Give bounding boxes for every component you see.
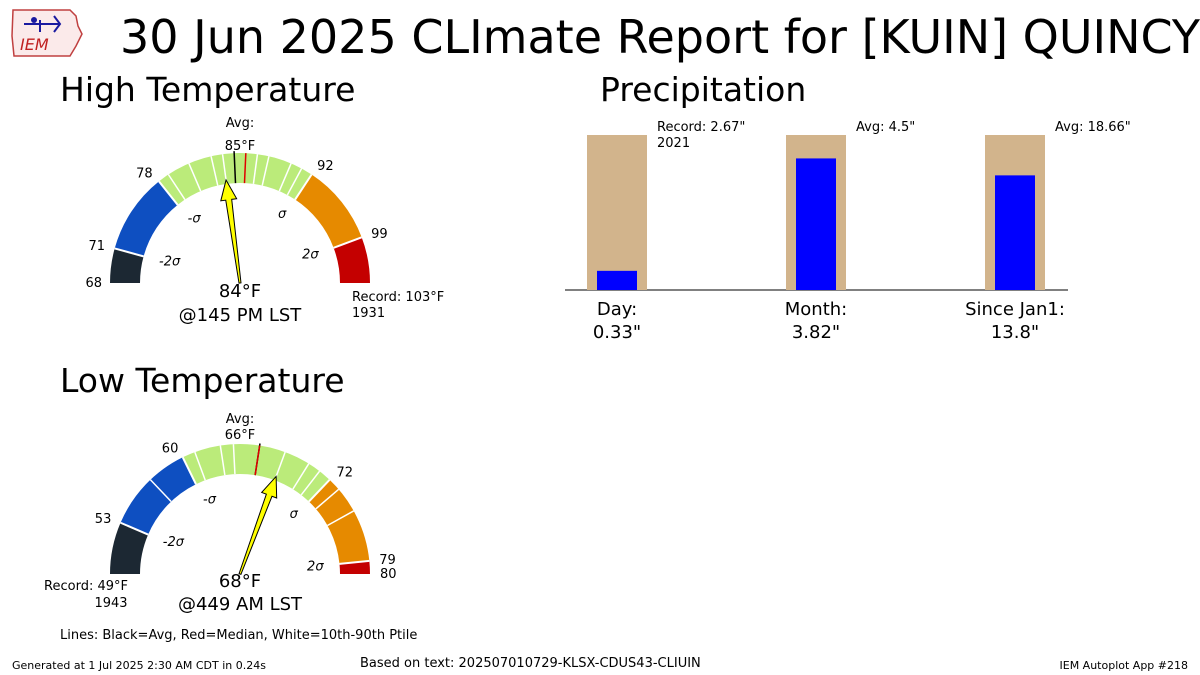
- observed-time: @449 AM LST: [178, 594, 303, 615]
- band-separator: [294, 173, 313, 201]
- footer-app: IEM Autoplot App #218: [1059, 659, 1189, 672]
- sigma-label: -σ: [188, 211, 202, 226]
- precip-period-value: 0.33": [593, 322, 641, 343]
- record-label: Record: 49°F: [44, 579, 128, 594]
- record-year: 1943: [94, 596, 127, 611]
- precip-period-value: 13.8": [991, 322, 1039, 343]
- gauge-band: [295, 174, 362, 248]
- sigma-label: 2σ: [307, 560, 324, 575]
- footer-source: Based on text: 202507010729-KLSX-CDUS43-…: [360, 656, 701, 671]
- band-separator: [333, 236, 363, 249]
- band-separator: [158, 180, 179, 206]
- precip-record-year: 2021: [657, 136, 690, 151]
- precip-period-label: Day:: [597, 299, 637, 320]
- edge-value-label: 53: [95, 512, 112, 527]
- page-title: 30 Jun 2025 CLImate Report for [KUIN] QU…: [120, 10, 1200, 64]
- observed-value: 84°F: [219, 281, 261, 302]
- median-line: [254, 445, 261, 476]
- avg-value: 85°F: [225, 139, 256, 154]
- percentile-line: [149, 479, 172, 503]
- gauge-band: [339, 560, 370, 574]
- edge-value-label: 99: [371, 227, 388, 242]
- percentile-line: [278, 163, 292, 192]
- gauge-band: [110, 248, 144, 283]
- observed-value: 68°F: [219, 571, 261, 592]
- high-temperature-gauge: 68 71 78 92 99 -2σ -σ σ 2σ Avg: 85°F 84°F @145 …: [85, 116, 444, 326]
- edge-value-label: 92: [317, 159, 334, 174]
- sigma-label: σ: [278, 207, 287, 222]
- percentile-line: [327, 510, 355, 527]
- band-separator: [114, 247, 144, 258]
- avg-value: 66°F: [225, 428, 256, 443]
- observed-needle: [220, 178, 242, 284]
- percentile-line: [286, 168, 303, 196]
- precipitation-chart: Record: 2.67"2021 Day:0.33" Avg: 4.5" Month…: [565, 120, 1131, 343]
- record-year: 1931: [352, 306, 385, 321]
- lines-legend-note: Lines: Black=Avg, Red=Median, White=10th…: [60, 628, 418, 643]
- percentile-line: [188, 163, 202, 192]
- percentile-line: [292, 463, 310, 490]
- gauge-band: [114, 181, 178, 257]
- sigma-label: 2σ: [302, 247, 319, 262]
- precip-observed-bar: [995, 175, 1035, 290]
- percentile-line: [194, 451, 206, 481]
- low-temperature-title: Low Temperature: [60, 361, 345, 400]
- edge-value-label: 60: [162, 441, 179, 456]
- percentile-line: [252, 154, 259, 185]
- precip-reference-label: Record: 2.67": [657, 120, 745, 135]
- band-separator: [308, 479, 331, 503]
- logo-text: IEM: [20, 35, 49, 54]
- gauge-band: [110, 522, 149, 574]
- precip-reference-label: Avg: 4.5": [856, 120, 915, 135]
- edge-value-label: 72: [336, 466, 353, 481]
- sigma-label: -σ: [203, 493, 217, 508]
- avg-label: Avg:: [226, 412, 254, 427]
- observed-needle: [238, 475, 278, 575]
- percentile-line: [210, 156, 219, 186]
- sigma-label: σ: [290, 507, 299, 522]
- sigma-label: -2σ: [163, 535, 185, 550]
- edge-value-label: 71: [88, 239, 105, 254]
- precip-period-label: Since Jan1:: [965, 299, 1065, 320]
- percentile-line: [219, 445, 226, 476]
- percentile-line: [167, 174, 186, 200]
- gauge-band: [120, 457, 196, 535]
- percentile-line: [315, 488, 340, 510]
- edge-value-label: 78: [136, 167, 153, 182]
- edge-value-label: 79: [379, 553, 396, 568]
- average-line: [233, 151, 237, 184]
- precip-reference-bar: [587, 135, 647, 290]
- band-separator: [120, 521, 149, 536]
- precip-observed-bar: [796, 158, 836, 290]
- percentile-line: [232, 444, 236, 475]
- gauge-band: [308, 479, 370, 564]
- percentile-line: [300, 470, 321, 496]
- band-separator: [339, 559, 370, 565]
- sigma-label: -2σ: [159, 255, 181, 270]
- avg-label: Avg:: [226, 116, 254, 131]
- precip-period-value: 3.82": [792, 322, 840, 343]
- edge-value-label: 80: [380, 567, 397, 582]
- band-separator: [181, 456, 197, 485]
- edge-value-label: 68: [85, 276, 102, 291]
- observed-time: @145 PM LST: [179, 305, 303, 326]
- precip-period-label: Month:: [785, 299, 847, 320]
- gauge-band: [333, 237, 370, 283]
- precip-observed-bar: [597, 270, 637, 290]
- percentile-line: [261, 156, 270, 186]
- precip-reference-label: Avg: 18.66": [1055, 120, 1131, 135]
- iem-logo: IEM: [11, 9, 83, 57]
- record-label: Record: 103°F: [352, 290, 444, 305]
- precipitation-title: Precipitation: [600, 70, 807, 109]
- high-temperature-title: High Temperature: [60, 70, 356, 109]
- footer-generated: Generated at 1 Jul 2025 2:30 AM CDT in 0…: [12, 659, 266, 672]
- median-line: [243, 153, 247, 184]
